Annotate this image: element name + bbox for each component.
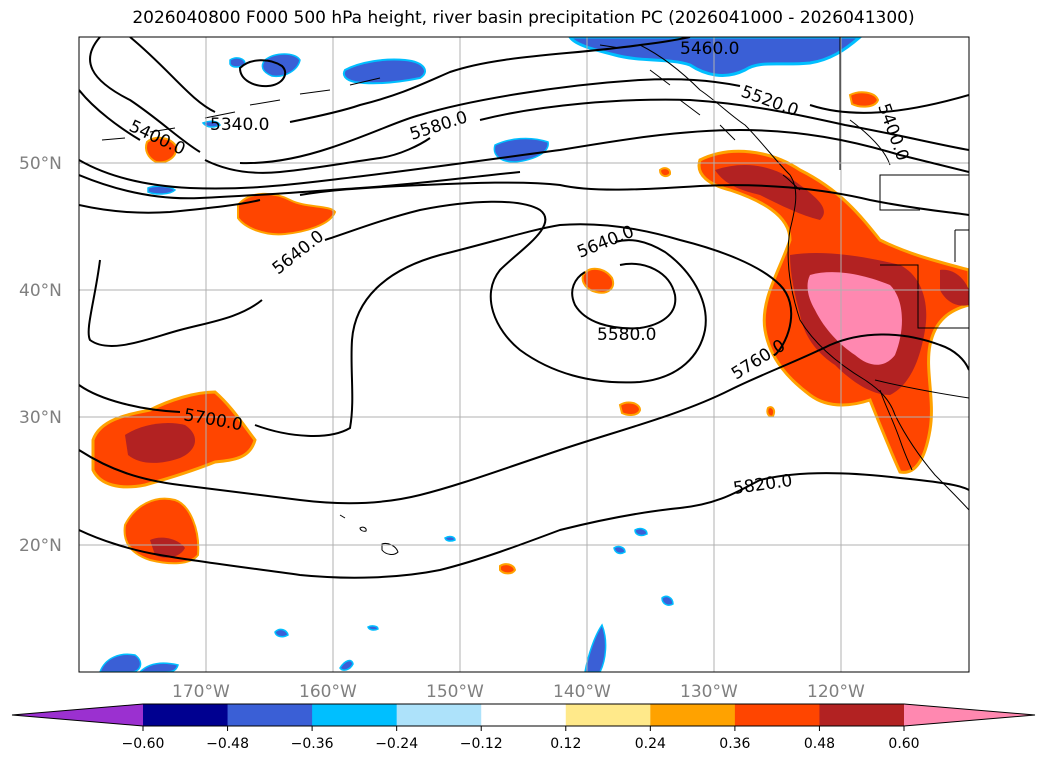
- colorbar-extend-high: [904, 704, 1035, 726]
- colorbar-tick-label: 0.36: [719, 736, 750, 752]
- gridlines: [79, 37, 969, 672]
- lon-label: 120°W: [807, 682, 865, 702]
- colorbar-tick-label: −0.60: [122, 736, 165, 752]
- colorbar-tick-label: 0.48: [804, 736, 835, 752]
- colorbar-tick-label: −0.48: [206, 736, 249, 752]
- contour-low-center: [238, 59, 287, 88]
- colorbar-segment: [481, 704, 567, 726]
- latitude-labels: 50°N 40°N 30°N 20°N: [19, 154, 62, 556]
- contour-label: 5580.0: [597, 325, 656, 345]
- lat-label: 20°N: [19, 536, 62, 556]
- lat-label: 40°N: [19, 281, 62, 301]
- colorbar-tick-label: 0.24: [635, 736, 666, 752]
- map-frame: [78, 36, 970, 673]
- height-contours: [79, 37, 969, 579]
- contour-label: 5460.0: [680, 39, 739, 59]
- lon-label: 140°W: [553, 682, 611, 702]
- lon-label: 170°W: [172, 682, 230, 702]
- colorbar-segment: [312, 704, 398, 726]
- colorbar-segment: [819, 704, 905, 726]
- colorbar-tick-label: −0.36: [291, 736, 334, 752]
- colorbar-extend-low: [12, 704, 143, 726]
- colorbar-segment: [734, 704, 820, 726]
- lon-label: 130°W: [680, 682, 738, 702]
- contour-label: 5340.0: [210, 115, 269, 135]
- lon-label: 150°W: [426, 682, 484, 702]
- colorbar-segment: [396, 704, 482, 726]
- lat-label: 50°N: [19, 154, 62, 174]
- coastlines: [101, 37, 969, 555]
- colorbar-segment: [143, 704, 229, 726]
- longitude-labels: 170°W 160°W 150°W 140°W 130°W 120°W: [172, 682, 865, 702]
- lon-label: 160°W: [299, 682, 357, 702]
- precip-positive-shading: [91, 91, 969, 575]
- colorbar-tick-label: 0.12: [550, 736, 581, 752]
- map-title: 2026040800 F000 500 hPa height, river ba…: [132, 8, 915, 28]
- colorbar-segment: [565, 704, 651, 726]
- colorbar-segment: [650, 704, 736, 726]
- lat-label: 30°N: [19, 408, 62, 428]
- colorbar-tick-label: −0.12: [460, 736, 503, 752]
- colorbar-tick-label: 0.60: [888, 736, 919, 752]
- colorbar-segment: [227, 704, 313, 726]
- colorbar: −0.60 −0.48 −0.36 −0.24 −0.12 0.12 0.24 0.36 0.4…: [11, 703, 1036, 752]
- colorbar-tick-label: −0.24: [375, 736, 418, 752]
